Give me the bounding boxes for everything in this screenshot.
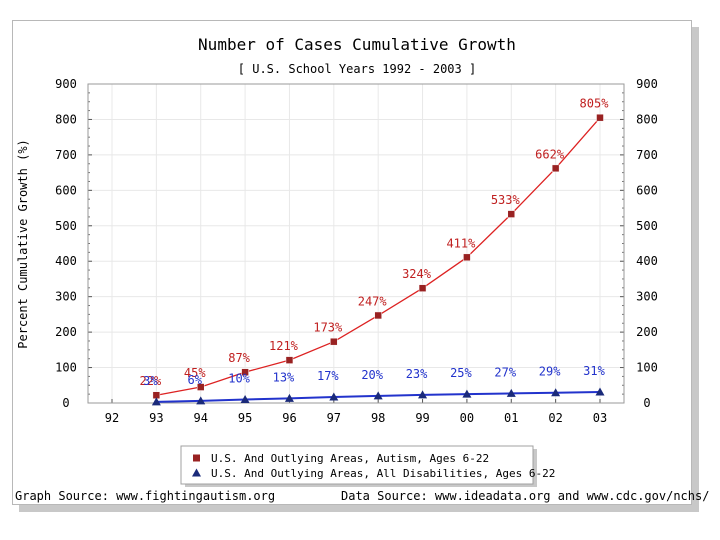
y-tick-label-left: 200 — [55, 325, 77, 339]
data-label-all-disabilities: 10% — [228, 371, 250, 385]
data-label-all-disabilities: 6% — [188, 373, 203, 387]
chart-title: Number of Cases Cumulative Growth — [198, 35, 516, 54]
x-tick-label: 92 — [105, 411, 119, 425]
data-point-all-disabilities — [196, 396, 206, 405]
y-tick-label-right: 900 — [636, 77, 658, 91]
x-tick-label: 97 — [327, 411, 341, 425]
y-tick-label-right: 600 — [636, 183, 658, 197]
data-label-autism: 662% — [535, 147, 565, 161]
data-point-all-disabilities — [329, 392, 339, 401]
data-label-all-disabilities: 20% — [361, 368, 383, 382]
y-tick-label-left: 0 — [62, 396, 69, 410]
data-label-all-disabilities: 17% — [317, 369, 339, 383]
data-point-autism — [241, 368, 249, 376]
data-label-autism: 87% — [228, 351, 250, 365]
data-label-all-disabilities: 29% — [539, 365, 561, 379]
y-tick-label-right: 700 — [636, 148, 658, 162]
data-point-autism — [596, 113, 604, 122]
data-label-autism: 247% — [358, 294, 388, 308]
y-axis-label: Percent Cumulative Growth (%) — [16, 139, 30, 349]
data-point-all-disabilities — [551, 388, 561, 397]
x-tick-label: 03 — [593, 411, 607, 425]
legend-marker-autism — [193, 454, 200, 462]
x-tick-label: 95 — [238, 411, 252, 425]
data-label-autism: 533% — [491, 193, 521, 207]
data-point-autism — [463, 253, 471, 262]
data-label-autism: 805% — [580, 97, 610, 111]
plot-area — [87, 83, 625, 404]
plot-frame — [87, 83, 625, 404]
data-label-autism: 45% — [184, 366, 206, 380]
legend — [180, 445, 534, 485]
data-label-autism: 411% — [446, 236, 476, 250]
data-point-autism — [330, 337, 338, 346]
data-label-all-disabilities: 27% — [494, 365, 516, 379]
data-label-all-disabilities: 25% — [450, 366, 472, 380]
y-tick-label-left: 800 — [55, 112, 77, 126]
data-point-all-disabilities — [462, 389, 472, 398]
data-point-autism — [551, 164, 560, 173]
data-point-all-disabilities — [373, 391, 383, 400]
y-tick-label-right: 0 — [643, 396, 650, 410]
legend-marker-all-disabilities — [192, 468, 201, 477]
y-tick-label-left: 600 — [55, 183, 77, 197]
y-tick-label-right: 200 — [636, 325, 658, 339]
data-label-autism: 324% — [402, 267, 432, 281]
x-tick-label: 96 — [282, 411, 296, 425]
data-label-all-disabilities: 23% — [406, 367, 428, 381]
data-point-autism — [285, 356, 294, 364]
x-tick-label: 99 — [415, 411, 429, 425]
y-tick-label-left: 500 — [55, 219, 77, 233]
y-tick-label-right: 100 — [636, 361, 658, 375]
graph-source-text: Graph Source: www.fightingautism.org — [15, 489, 276, 503]
x-tick-label: 02 — [548, 411, 562, 425]
x-tick-label: 01 — [504, 411, 518, 425]
x-tick-label: 98 — [371, 411, 385, 425]
data-point-all-disabilities — [418, 390, 428, 399]
y-tick-label-left: 100 — [55, 361, 77, 375]
data-label-all-disabilities: 31% — [583, 364, 605, 378]
x-tick-label: 93 — [149, 411, 163, 425]
data-point-autism — [374, 311, 382, 320]
y-tick-label-left: 900 — [55, 77, 77, 91]
data-point-all-disabilities — [284, 393, 294, 402]
x-tick-label: 00 — [460, 411, 474, 425]
chart-subtitle: [ U.S. School Years 1992 - 2003 ] — [238, 62, 476, 76]
y-tick-label-left: 700 — [55, 148, 77, 162]
y-tick-label-right: 800 — [636, 112, 658, 126]
data-point-all-disabilities — [151, 397, 161, 406]
data-source-text: Data Source: www.ideadata.org and www.cd… — [341, 489, 710, 503]
y-tick-label-right: 500 — [636, 219, 658, 233]
data-point-autism — [507, 210, 516, 218]
data-point-all-disabilities — [240, 394, 250, 403]
y-tick-label-left: 300 — [55, 290, 77, 304]
data-label-autism: 121% — [269, 339, 299, 353]
y-tick-label-right: 400 — [636, 254, 658, 268]
data-label-all-disabilities: 13% — [273, 370, 295, 384]
y-tick-label-right: 300 — [636, 290, 658, 304]
data-point-all-disabilities — [506, 388, 516, 397]
x-tick-label: 94 — [194, 411, 208, 425]
data-point-autism — [196, 383, 205, 391]
data-label-all-disabilities: 3% — [143, 374, 158, 388]
legend-label-autism: U.S. And Outlying Areas, Autism, Ages 6-… — [211, 452, 489, 465]
data-label-autism: 173% — [313, 321, 343, 335]
legend-label-all-disabilities: U.S. And Outlying Areas, All Disabilitie… — [211, 467, 555, 480]
data-label-autism: 22% — [140, 374, 162, 388]
data-point-all-disabilities — [595, 387, 605, 396]
data-point-autism — [418, 284, 427, 292]
y-tick-label-left: 400 — [55, 254, 77, 268]
